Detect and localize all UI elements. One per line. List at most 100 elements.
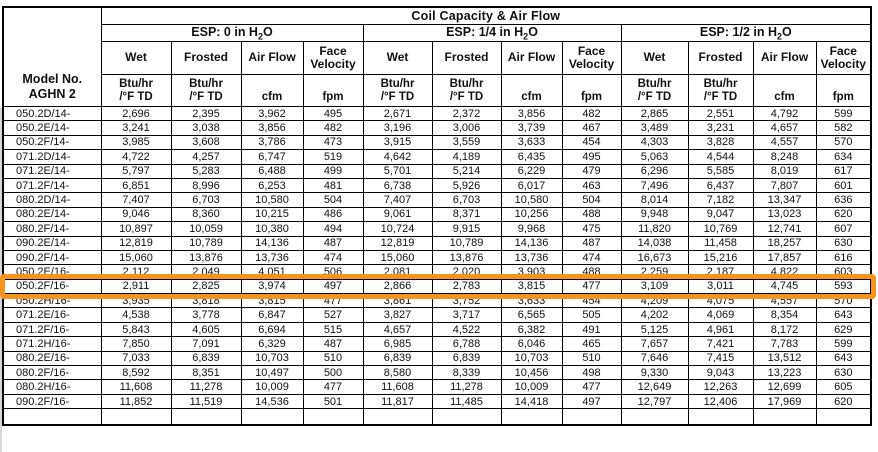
value-cell: 3,633	[500, 134, 563, 151]
value-cell: 18,257	[752, 235, 817, 251]
value-cell: 10,215	[240, 206, 304, 223]
partial-cell	[170, 408, 242, 426]
value-cell: 497	[561, 393, 622, 410]
value-cell: 2,551	[687, 105, 754, 122]
unit-header: Btu/hr/°F TD	[687, 74, 754, 107]
value-cell: 3,818	[170, 293, 242, 309]
value-cell: 11,608	[362, 379, 433, 395]
value-cell: 454	[561, 293, 622, 309]
model-cell: 080.2D/14-	[2, 192, 102, 208]
value-cell: 510	[561, 350, 622, 367]
value-cell: 5,125	[620, 321, 689, 338]
value-cell: 12,819	[100, 235, 172, 251]
value-cell: 10,580	[500, 192, 563, 208]
value-cell: 10,724	[362, 221, 433, 237]
value-cell: 4,642	[362, 149, 433, 165]
value-cell: 477	[302, 293, 364, 309]
value-cell: 3,974	[240, 278, 304, 295]
value-cell: 6,839	[431, 350, 502, 367]
unit-header: fpm	[302, 74, 364, 107]
value-cell: 13,223	[752, 365, 817, 381]
value-cell: 4,722	[100, 149, 172, 165]
value-cell: 14,418	[500, 393, 563, 410]
value-cell: 607	[815, 221, 872, 237]
value-cell: 6,694	[240, 321, 304, 338]
value-cell: 3,778	[170, 307, 242, 323]
model-cell: 071.2E/14-	[2, 163, 102, 179]
title-row: Model No. AGHN 2 Coil Capacity & Air Flo…	[2, 6, 872, 107]
value-cell: 17,857	[752, 249, 817, 266]
value-cell: 475	[561, 221, 622, 237]
partial-cell	[815, 408, 872, 426]
table-row: 071.2F/16- 5,843 4,605 6,694 515 4,657 4,522 6,…	[2, 321, 872, 338]
value-cell: 10,789	[170, 235, 242, 251]
value-cell: 6,985	[362, 336, 433, 352]
table-row: 071.2D/14- 4,722 4,257 6,747 519 4,642 4,189 6,…	[2, 149, 872, 165]
column-header-air-flow: Air Flow	[500, 41, 563, 75]
value-cell: 7,407	[100, 192, 172, 208]
model-cell: 090.2F/14-	[2, 249, 102, 266]
value-cell: 13,736	[240, 249, 304, 266]
value-cell: 13,876	[170, 249, 242, 266]
value-cell: 13,512	[752, 350, 817, 367]
value-cell: 2,259	[620, 264, 689, 280]
value-cell: 630	[815, 235, 872, 251]
value-cell: 527	[302, 307, 364, 323]
table-row: 050.2E/16- 2,112 2,049 4,051 506 2,081 2,020 3,…	[2, 264, 872, 280]
value-cell: 4,189	[431, 149, 502, 165]
value-cell: 643	[815, 350, 872, 367]
value-cell: 9,330	[620, 365, 689, 381]
value-cell: 8,354	[752, 307, 817, 323]
esp-section-header-2: ESP: 1/2 in H2O	[620, 23, 872, 42]
value-cell: 6,229	[500, 163, 563, 179]
value-cell: 6,565	[500, 307, 563, 323]
unit-header: cfm	[752, 74, 817, 107]
column-header-wet: Wet	[620, 41, 689, 75]
value-cell: 7,033	[100, 350, 172, 367]
value-cell: 617	[815, 163, 872, 179]
partial-cell	[2, 408, 102, 426]
value-cell: 599	[815, 336, 872, 352]
model-cell: 071.2D/14-	[2, 149, 102, 165]
value-cell: 5,063	[620, 149, 689, 165]
value-cell: 13,347	[752, 192, 817, 208]
value-cell: 5,797	[100, 163, 172, 179]
value-cell: 4,557	[752, 134, 817, 151]
column-header-frosted: Frosted	[170, 41, 242, 75]
value-cell: 4,961	[687, 321, 754, 338]
value-cell: 6,839	[170, 350, 242, 367]
value-cell: 3,011	[687, 278, 754, 295]
value-cell: 3,038	[170, 120, 242, 136]
value-cell: 8,360	[170, 206, 242, 223]
partial-cell	[620, 408, 689, 426]
value-cell: 605	[815, 379, 872, 395]
value-cell: 2,783	[431, 278, 502, 295]
partial-cell	[240, 408, 304, 426]
value-cell: 4,303	[620, 134, 689, 151]
value-cell: 504	[561, 192, 622, 208]
value-cell: 5,701	[362, 163, 433, 179]
value-cell: 3,815	[500, 278, 563, 295]
value-cell: 3,827	[362, 307, 433, 323]
value-cell: 11,817	[362, 393, 433, 410]
value-cell: 15,060	[100, 249, 172, 266]
value-cell: 4,069	[687, 307, 754, 323]
value-cell: 11,820	[620, 221, 689, 237]
value-cell: 4,822	[752, 264, 817, 280]
value-cell: 11,608	[100, 379, 172, 395]
value-cell: 582	[815, 120, 872, 136]
partial-cell	[100, 408, 172, 426]
value-cell: 3,915	[362, 134, 433, 151]
value-cell: 8,351	[170, 365, 242, 381]
table-title: Coil Capacity & Air Flow	[100, 6, 872, 25]
value-cell: 12,649	[620, 379, 689, 395]
partial-cell	[687, 408, 754, 426]
table-row: 080.2H/16- 11,608 11,278 10,009 477 11,608 11,…	[2, 379, 872, 395]
value-cell: 9,046	[100, 206, 172, 223]
value-cell: 643	[815, 307, 872, 323]
value-cell: 9,948	[620, 206, 689, 223]
value-cell: 3,903	[500, 264, 563, 280]
value-cell: 498	[561, 365, 622, 381]
value-cell: 3,231	[687, 120, 754, 136]
value-cell: 4,745	[752, 278, 817, 295]
